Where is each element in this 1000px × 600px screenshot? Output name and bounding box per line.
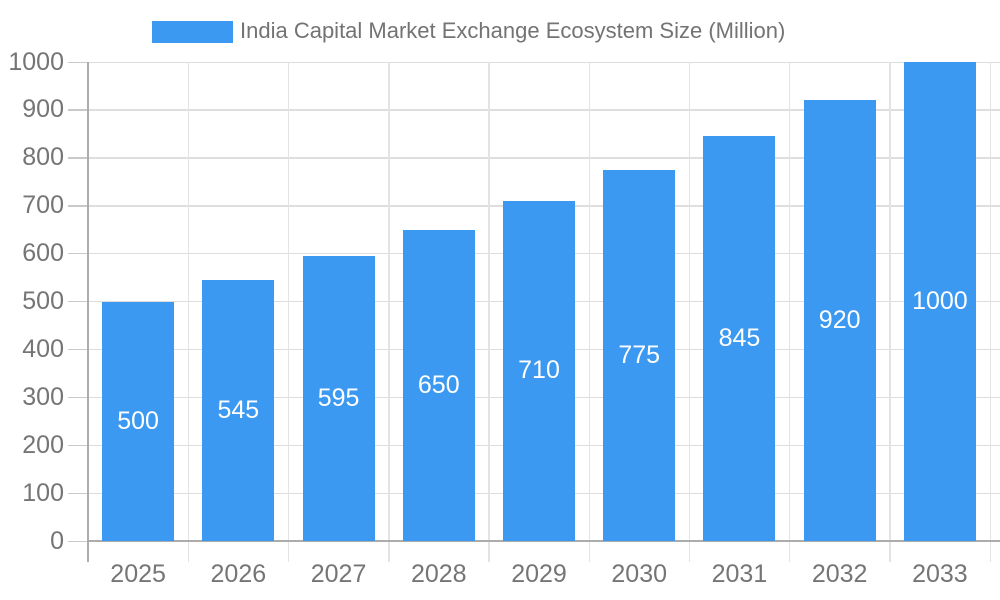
y-axis-tick: [68, 348, 88, 351]
bar-value-label: 775: [618, 340, 661, 369]
x-axis-line: [88, 540, 1000, 542]
bar-value-label: 1000: [912, 287, 968, 315]
bar-2029: 710: [503, 200, 575, 541]
y-axis-label: 900: [22, 95, 64, 124]
vertical-gridline: [688, 62, 691, 541]
x-axis-label: 2032: [811, 560, 868, 588]
y-axis-label: 700: [22, 191, 64, 220]
y-axis-tick: [68, 205, 88, 207]
x-axis-label: 2031: [711, 560, 768, 588]
horizontal-gridline: [88, 157, 1000, 159]
bar-2032: 920: [803, 100, 876, 541]
vertical-gridline: [488, 62, 490, 541]
horizontal-gridline: [88, 109, 1000, 111]
bar-value-label: 920: [818, 306, 861, 335]
y-axis-tick: [68, 157, 88, 159]
vertical-gridline: [588, 62, 590, 541]
bar-value-label: 500: [117, 406, 159, 435]
x-axis-label: 2026: [210, 560, 267, 588]
y-axis-label: 600: [22, 239, 64, 268]
x-axis-tick: [488, 541, 490, 562]
bar-2025: 500: [102, 301, 175, 541]
y-axis-tick: [68, 540, 88, 542]
bar-value-label: 595: [317, 383, 360, 412]
x-axis-tick: [287, 541, 290, 562]
vertical-gridline: [187, 62, 190, 541]
x-axis-tick: [889, 541, 891, 562]
y-axis-tick: [68, 396, 88, 399]
bar-2030: 775: [603, 169, 676, 541]
x-axis-tick: [688, 541, 691, 562]
vertical-gridline: [889, 62, 891, 541]
vertical-gridline: [789, 62, 791, 541]
x-axis-label: 2029: [511, 560, 567, 588]
bar-2028: 650: [402, 229, 475, 541]
chart-legend[interactable]: India Capital Market Exchange Ecosystem …: [0, 0, 1000, 56]
x-axis-label: 2027: [310, 560, 367, 588]
x-axis-label: 2025: [110, 560, 166, 588]
y-axis-label: 500: [22, 287, 64, 315]
y-axis-tick: [68, 61, 88, 63]
y-axis-label: 400: [22, 334, 64, 363]
x-axis-label: 2033: [912, 560, 968, 588]
vertical-gridline: [989, 62, 991, 541]
x-axis-tick: [989, 541, 991, 562]
bar-2031: 845: [703, 136, 776, 541]
x-axis-tick: [388, 541, 390, 562]
y-axis-label: 300: [22, 382, 64, 411]
vertical-gridline: [287, 62, 290, 541]
x-axis-tick: [789, 541, 791, 562]
bar-value-label: 650: [417, 370, 460, 399]
y-axis-tick: [68, 492, 88, 494]
x-axis-tick: [187, 541, 190, 562]
x-axis-tick: [588, 541, 590, 562]
y-axis-tick: [68, 253, 88, 255]
bar-value-label: 710: [518, 356, 560, 385]
legend-swatch[interactable]: [152, 21, 233, 43]
legend-label: India Capital Market Exchange Ecosystem …: [240, 18, 786, 43]
y-axis-label: 100: [22, 478, 64, 507]
bar-2033: 1000: [903, 62, 976, 541]
y-axis-label: 800: [22, 143, 64, 172]
bar-2026: 545: [202, 279, 275, 541]
x-axis-label: 2028: [410, 560, 467, 588]
vertical-gridline: [388, 62, 390, 541]
y-axis-tick: [68, 301, 88, 303]
y-axis-label: 1000: [8, 47, 64, 76]
bar-2027: 595: [302, 255, 375, 541]
y-axis-label: 200: [22, 430, 64, 459]
y-axis-line: [87, 62, 89, 562]
y-axis-tick: [68, 444, 88, 447]
y-axis-tick: [68, 109, 88, 111]
bar-value-label: 545: [217, 395, 260, 424]
horizontal-gridline: [88, 61, 1000, 63]
y-axis-label: 0: [50, 526, 64, 555]
bar-value-label: 845: [718, 324, 761, 353]
x-axis-label: 2030: [611, 560, 668, 588]
